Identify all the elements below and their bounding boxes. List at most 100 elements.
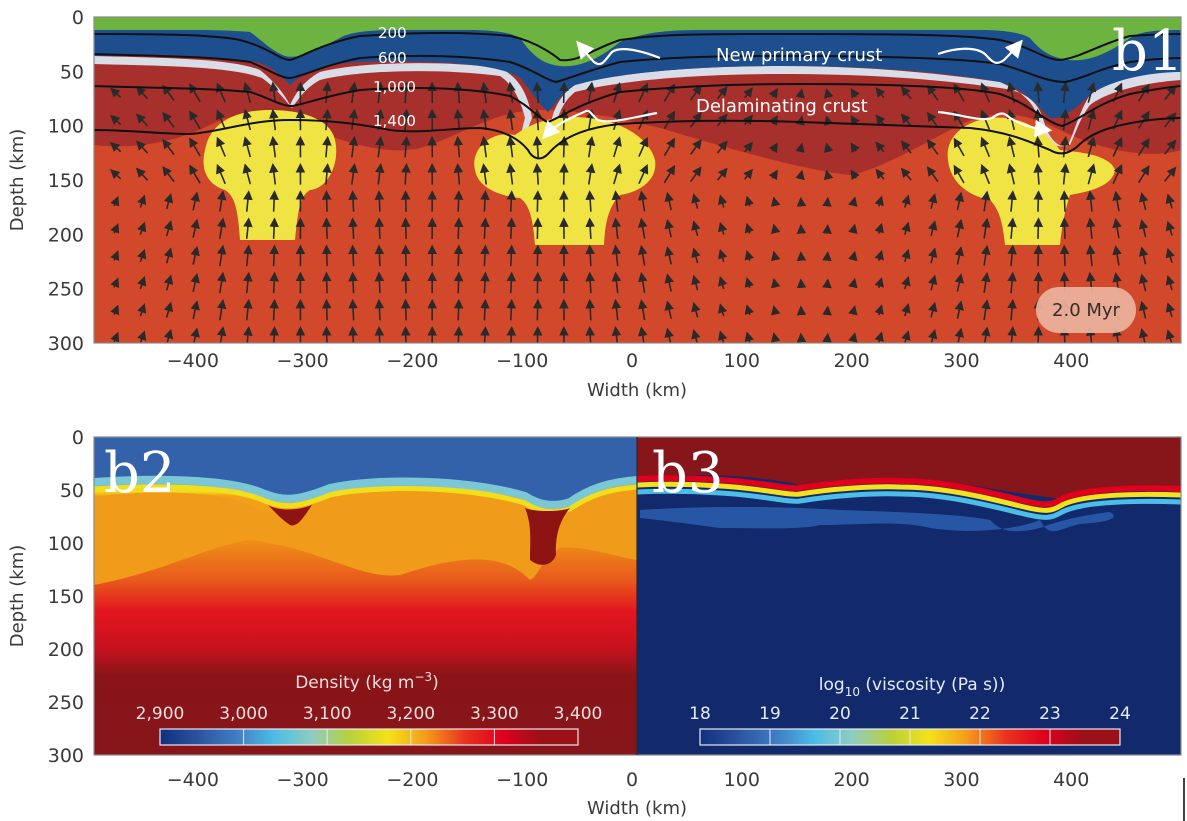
velocity-arrow [585,81,596,104]
velocity-arrow [190,327,200,343]
velocity-arrow [874,331,884,343]
velocity-arrow [1033,325,1044,343]
velocity-arrow [848,250,858,262]
velocity-arrow [954,218,965,238]
velocity-arrow [453,190,464,212]
velocity-arrow [216,326,227,343]
colorbar-tick-label: 3,200 [386,704,435,724]
velocity-arrow [848,305,858,316]
velocity-arrow [663,110,676,130]
colorbar-segment [312,729,351,745]
velocity-arrow [611,271,622,294]
contour-1400 [94,117,1181,160]
velocity-arrow [532,298,543,321]
velocity-arrow [1085,244,1096,267]
velocity-arrow [744,304,754,316]
velocity-arrow [1137,83,1150,102]
velocity-arrow [848,223,858,235]
velocity-arrow [374,298,385,321]
velocity-arrow [743,141,753,153]
x-tick-label: −300 [277,350,329,372]
velocity-arrow [1006,136,1017,158]
velocity-arrow [743,168,753,180]
colorbar-segment [776,729,816,745]
velocity-arrow [771,196,781,207]
velocity-arrow [716,140,728,154]
x-tick-label: 300 [943,769,979,791]
colorbar-segment [426,729,465,745]
density-colorbar-ticks: 2,900 3,000 3,100 3,200 3,300 3,400 [136,704,603,724]
velocity-arrow [691,301,701,318]
velocity-arrow [110,331,120,343]
y-tick-label: 100 [48,116,84,138]
velocity-arrow [822,223,832,235]
velocity-arrow [190,218,200,238]
velocity-arrow [216,244,227,267]
velocity-arrow [664,191,674,211]
velocity-arrow [1007,298,1017,321]
velocity-arrow [900,167,912,181]
velocity-arrow [744,250,754,261]
x-tick-label: 100 [724,350,760,372]
colorbar-tick-label: 21 [899,704,921,724]
velocity-arrow [374,325,385,343]
velocity-arrow [689,139,702,155]
velocity-arrow [1086,136,1097,158]
velocity-arrow [954,327,965,343]
panel-letter-b2: b2 [104,441,175,506]
velocity-arrow [1164,112,1177,128]
velocity-arrow [875,87,886,99]
velocity-arrow [243,271,253,294]
velocity-arrow [110,141,122,153]
velocity-arrow [928,220,938,237]
velocity-arrow [110,304,120,316]
velocity-arrow [216,136,226,157]
velocity-arrow [1007,217,1017,239]
velocity-arrow [768,169,778,181]
velocity-arrow [691,247,701,264]
velocity-arrow [874,249,884,261]
velocity-arrow [691,193,701,209]
velocity-arrow [348,81,359,104]
velocity-arrow [348,325,358,343]
arrow-new-crust-right [937,39,1023,64]
x-axis-ticks-bottom: −400 −300 −200 −100 0 100 200 300 400 [167,769,1090,791]
velocity-arrow [771,277,781,289]
velocity-arrow [953,137,965,157]
time-badge [1036,287,1136,333]
velocity-arrow [190,245,200,265]
viscosity-cyan-band [637,488,1181,520]
panel-b3: b3 log10 (viscosity (Pa s)) 18 19 20 21 22 23… [637,437,1181,755]
velocity-arrow [585,190,595,212]
velocity-arrow [718,330,728,343]
velocity-arrow [663,164,676,184]
velocity-arrow [1059,244,1070,267]
velocity-arrow [981,244,991,266]
colorbar-segment [540,729,579,745]
velocity-arrow [401,162,411,185]
velocity-arrow [638,82,649,103]
velocity-arrow [980,109,991,130]
colorbar-segment [350,729,389,745]
viscosity-lower-lens [640,507,1114,532]
velocity-arrow [1085,217,1096,239]
velocity-arrow [480,217,490,239]
contour-1000 [94,82,1181,128]
velocity-arrow [900,140,912,154]
velocity-arrow [137,221,147,235]
contour-200 [94,32,1181,62]
velocity-arrow [1006,163,1017,185]
velocity-arrow [163,274,174,291]
velocity-arrow [216,109,226,130]
x-tick-label: −200 [386,350,438,372]
y-tick-label: 150 [48,170,84,192]
velocity-arrow [480,325,490,343]
velocity-arrow [822,251,832,262]
velocity-arrow [901,303,911,317]
colorbar-tick-label: 19 [759,704,781,724]
velocity-arrow [348,135,359,158]
velocity-arrow [321,217,332,239]
velocity-arrow [1033,162,1043,185]
velocity-arrow [243,298,253,321]
velocity-arrow [269,244,279,267]
